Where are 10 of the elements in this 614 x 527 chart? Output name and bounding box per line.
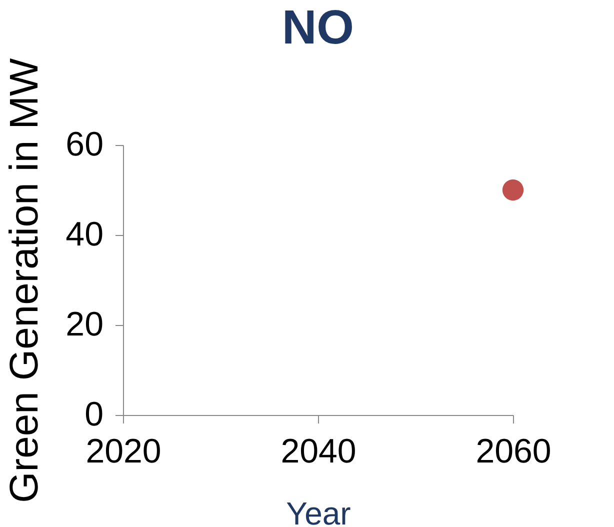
y-axis-title: Green Generation in MW	[2, 58, 47, 503]
y-tick-label: 40	[66, 216, 104, 254]
x-tick-label: 2020	[86, 432, 162, 470]
chart-title: NO	[282, 2, 354, 55]
x-tick-label: 2060	[476, 432, 552, 470]
y-tick-label: 20	[66, 306, 104, 344]
x-tick-label: 2040	[280, 432, 356, 470]
x-axis-title: Year	[286, 496, 352, 527]
y-tick-label: 60	[66, 126, 104, 164]
y-tick-label: 0	[84, 396, 104, 434]
